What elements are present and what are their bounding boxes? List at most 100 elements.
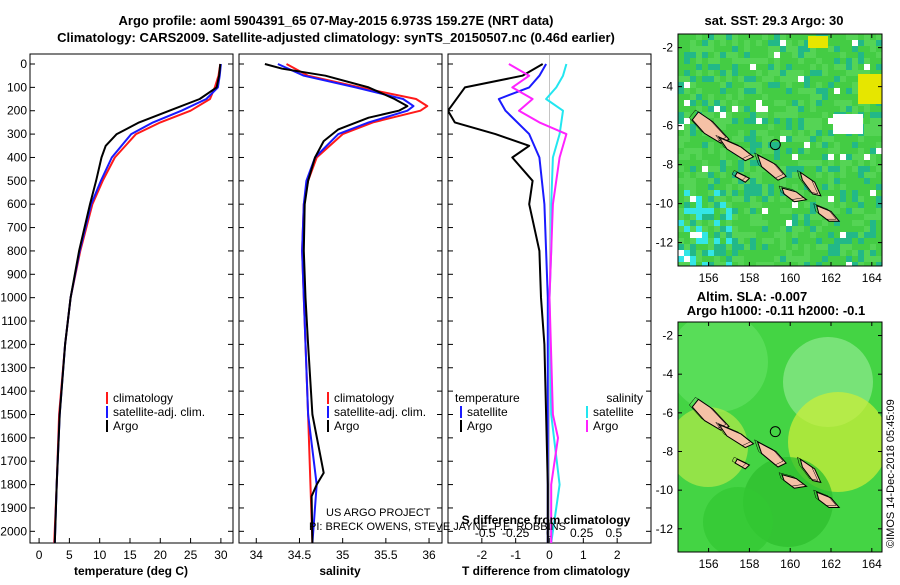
sst-cell [774,112,780,118]
sst-cell [768,238,774,244]
sst-cell [690,58,696,64]
legend-satellite-adj: satellite-adj. clim. [113,405,205,419]
sst-cell [750,52,756,58]
sst-cell [816,262,822,266]
sst-cell [744,250,750,256]
sst-cell [834,178,840,184]
sst-cell [738,190,744,196]
sst-cell [822,154,828,160]
sst-cell [828,64,834,70]
sst-cell [876,34,882,40]
sst-cell [738,232,744,238]
x-tick-label: 34.5 [288,548,312,562]
sst-cell [846,142,852,148]
sst-cell [714,64,720,70]
sst-cell [762,202,768,208]
sst-cell [786,178,792,184]
sst-cell [864,220,870,226]
series-line-climatology [286,63,429,543]
sst-cell [780,238,786,244]
sst-cell [792,232,798,238]
sst-cell [798,226,804,232]
sst-cell [870,130,876,136]
island [756,153,787,181]
sst-cell [696,76,702,82]
sla-anomaly [703,487,773,552]
sst-cell [804,208,810,214]
sst-cell [780,202,786,208]
sst-cell [864,172,870,178]
y-tick-label: 1700 [0,454,27,468]
sst-cell [762,94,768,100]
sst-cell [696,196,702,202]
sst-cell [720,46,726,52]
sst-cell [792,106,798,112]
sst-cell [738,46,744,52]
sst-cell [876,154,882,160]
sst-cell [864,154,870,160]
sst-cell [756,106,762,112]
sst-cell [684,112,690,118]
sst-cell [834,160,840,166]
sst-cell [786,232,792,238]
sst-cell [858,244,864,250]
sst-cell [744,82,750,88]
sst-cell [810,166,816,172]
sst-cell [708,70,714,76]
sst-cell [762,190,768,196]
s-diff-tick-label: 0.5 [605,526,622,540]
sst-cell [846,76,852,82]
sst-cell [810,136,816,142]
sst-cell [684,256,690,262]
sst-cell [756,160,762,166]
sst-cell [786,256,792,262]
sst-cell [870,172,876,178]
sst-cell [768,100,774,106]
sst-cell [690,232,696,238]
sst-cell [738,184,744,190]
sst-cell [864,58,870,64]
sst-cell [768,256,774,262]
sst-cell [744,202,750,208]
sst-cell [816,148,822,154]
sst-cell [864,106,870,112]
sst-cell [750,100,756,106]
series-line-argo [264,63,409,543]
sst-cell [768,250,774,256]
sst-cell [780,130,786,136]
sst-cell [696,160,702,166]
sst-cell [810,256,816,262]
sst-cell [774,70,780,76]
sst-cell [774,196,780,202]
sst-cell [708,166,714,172]
sst-cell [798,94,804,100]
y-tick-label: 900 [7,267,27,281]
sst-cell [702,52,708,58]
sst-cell [690,214,696,220]
sst-cell [792,172,798,178]
sst-cell [708,88,714,94]
sst-cell [834,226,840,232]
sst-cell [792,70,798,76]
sst-cell [858,166,864,172]
sst-cell [708,184,714,190]
sst-cell [684,184,690,190]
sst-cell [804,238,810,244]
sst-cell [828,226,834,232]
sst-cell [810,226,816,232]
sst-cell [714,76,720,82]
temperature-series [53,63,222,543]
sst-cell [780,124,786,130]
sst-cell [720,178,726,184]
sst-cell [714,46,720,52]
y-tick-label: -6 [662,119,673,133]
sst-cell [804,172,810,178]
sst-cell [696,154,702,160]
sst-cell [828,100,834,106]
sst-cell [804,142,810,148]
sst-cell [720,112,726,118]
sst-cell [846,160,852,166]
sst-cell [750,196,756,202]
sst-cell [750,64,756,70]
sst-cell [762,214,768,220]
